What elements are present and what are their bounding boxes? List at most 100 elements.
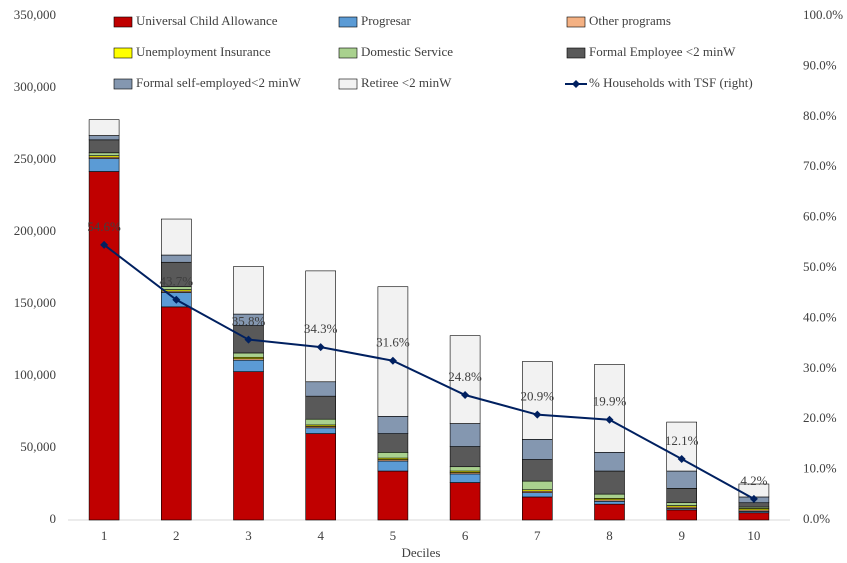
bar-segment: [666, 470, 698, 489]
bar-segment: [305, 395, 337, 420]
bar-segment: [305, 418, 337, 426]
x-axis-title: Deciles: [402, 545, 441, 560]
bar-segment: [233, 371, 264, 521]
y2-tick-label: 100.0%: [803, 7, 843, 22]
bar-segment: [449, 473, 481, 483]
bar-segment: [666, 509, 698, 521]
bar-segment: [594, 503, 625, 521]
bar-segment: [594, 493, 625, 499]
line-marker: [172, 295, 181, 304]
bar-segment: [449, 466, 481, 472]
bar-segment: [88, 139, 120, 154]
bar-segment: [305, 433, 337, 521]
bar-segment: [88, 119, 120, 136]
bar-segment: [377, 452, 409, 459]
bar-segment: [521, 492, 553, 498]
x-tick-label: 3: [245, 528, 252, 543]
legend-label: Retiree <2 minW: [361, 75, 452, 90]
legend-swatch: [113, 78, 133, 90]
legend-swatch: [338, 47, 358, 59]
y2-tick-label: 90.0%: [803, 57, 837, 72]
legend-swatch: [338, 78, 358, 90]
x-tick-label: 5: [390, 528, 397, 543]
line-marker: [677, 455, 686, 464]
bar-segment: [305, 381, 337, 397]
y2-tick-label: 30.0%: [803, 360, 837, 375]
bar-segment: [88, 152, 120, 156]
bar-segment: [161, 306, 192, 521]
legend-swatch: [338, 16, 358, 28]
bar-segment: [666, 502, 698, 506]
bar-segment: [161, 261, 192, 288]
data-label: 31.6%: [376, 335, 410, 350]
bar-segment: [233, 359, 264, 372]
x-tick-label: 4: [317, 528, 324, 543]
y-tick-label: 300,000: [14, 79, 56, 94]
bar-segment: [449, 335, 481, 424]
data-label: 4.2%: [740, 473, 767, 488]
legend-label: Other programs: [589, 13, 671, 28]
bar-segment: [449, 446, 481, 468]
bar-segment: [738, 502, 770, 508]
data-label: 24.8%: [448, 369, 482, 384]
bar-segment: [594, 364, 625, 453]
bar-segment: [88, 135, 120, 141]
bar-segment: [521, 480, 553, 491]
data-label: 19.9%: [593, 394, 627, 409]
x-tick-label: 8: [606, 528, 613, 543]
legend-swatch: [566, 47, 586, 59]
line-marker: [388, 356, 397, 365]
bar-segment: [449, 423, 481, 447]
y2-tick-label: 0.0%: [803, 511, 830, 526]
line-marker: [100, 240, 109, 249]
line-marker: [533, 410, 542, 419]
y2-tick-label: 70.0%: [803, 158, 837, 173]
y-tick-label: 50,000: [20, 439, 56, 454]
bar-segment: [377, 286, 409, 417]
x-tick-label: 7: [534, 528, 541, 543]
legend-swatch: [566, 16, 586, 28]
bar-segment: [594, 452, 625, 472]
bar-segment: [521, 459, 553, 482]
y-tick-label: 150,000: [14, 295, 56, 310]
y-tick-label: 350,000: [14, 7, 56, 22]
bar-segment: [666, 488, 698, 504]
legend-label: Formal self-employed<2 minW: [136, 75, 301, 90]
bar-segment: [161, 218, 192, 256]
bar-segment: [377, 416, 409, 434]
bar-segment: [88, 171, 120, 521]
bar-segment: [377, 470, 409, 521]
bar-segment: [305, 270, 337, 383]
line-marker: [244, 335, 253, 344]
y-tick-label: 200,000: [14, 223, 56, 238]
bar-segment: [594, 500, 625, 505]
legend-swatch: [113, 47, 133, 59]
legend-label: Unemployment Insurance: [136, 44, 271, 59]
data-label: 35.8%: [232, 314, 266, 329]
bar-segment: [594, 470, 625, 495]
y2-tick-label: 20.0%: [803, 410, 837, 425]
line-marker: [749, 494, 758, 503]
line-marker: [316, 343, 325, 352]
data-label: 20.9%: [521, 389, 555, 404]
y2-tick-label: 80.0%: [803, 108, 837, 123]
bar-segment: [161, 254, 192, 263]
y-tick-label: 250,000: [14, 151, 56, 166]
y2-tick-label: 40.0%: [803, 309, 837, 324]
line-marker: [461, 391, 470, 400]
legend-label: Progresar: [361, 13, 411, 28]
y2-tick-label: 60.0%: [803, 209, 837, 224]
bar-segment: [233, 266, 264, 315]
bar-segment: [521, 439, 553, 460]
bar-segment: [377, 433, 409, 453]
y-tick-label: 100,000: [14, 367, 56, 382]
bar-segment: [521, 496, 553, 521]
x-tick-label: 10: [747, 528, 760, 543]
legend-label: Formal Employee <2 minW: [589, 44, 736, 59]
data-label: 12.1%: [665, 433, 699, 448]
y-tick-label: 0: [50, 511, 57, 526]
x-tick-label: 1: [101, 528, 108, 543]
legend-swatch: [113, 16, 133, 28]
data-label: 34.3%: [304, 321, 338, 336]
